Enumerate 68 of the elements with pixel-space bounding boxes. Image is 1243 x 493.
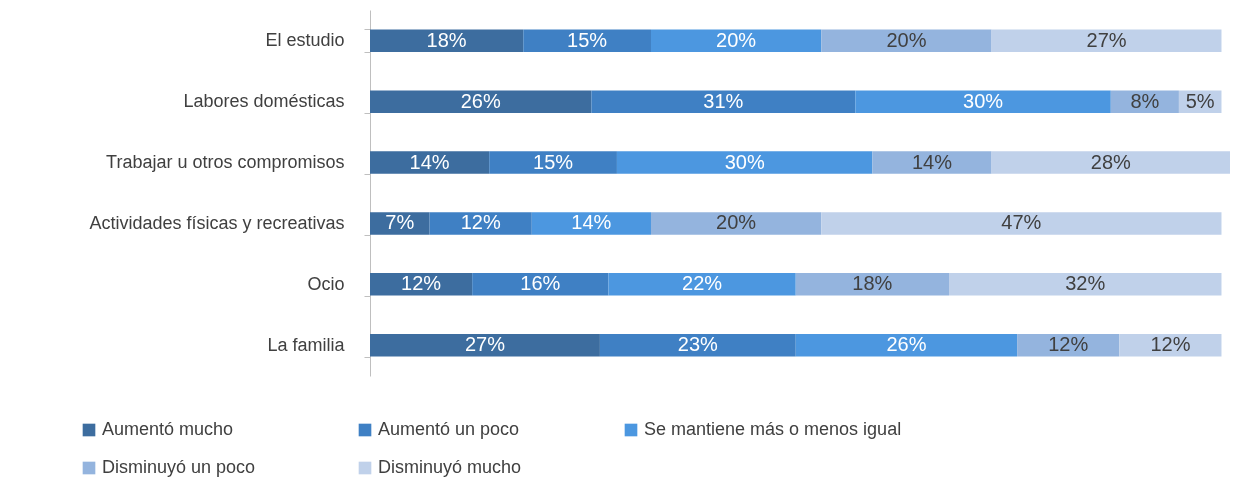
bar bbox=[991, 29, 1222, 53]
data-label: 14% bbox=[911, 150, 953, 173]
bar bbox=[599, 333, 796, 357]
data-label: 31% bbox=[703, 89, 744, 112]
data-label: 7% bbox=[385, 211, 415, 234]
data-label: 12% bbox=[460, 211, 501, 234]
bar bbox=[1119, 333, 1222, 357]
data-label: 23% bbox=[677, 333, 719, 356]
y-tick-label: Trabajar u otros compromisos bbox=[106, 152, 345, 173]
bar bbox=[821, 212, 1222, 235]
data-label: 26% bbox=[886, 333, 927, 356]
data-label: 20% bbox=[716, 211, 757, 234]
data-label: 14% bbox=[409, 150, 450, 173]
data-label: 12% bbox=[401, 272, 442, 295]
y-tick-label: La familia bbox=[267, 334, 346, 355]
bar bbox=[370, 29, 524, 53]
data-label: 18% bbox=[426, 28, 467, 51]
bar bbox=[821, 29, 992, 53]
y-tick-label: Labores domésticas bbox=[183, 91, 345, 112]
data-label: 27% bbox=[1086, 28, 1127, 51]
legend-label: Disminuyó mucho bbox=[378, 457, 522, 477]
bar bbox=[472, 273, 609, 296]
data-label: 27% bbox=[464, 333, 506, 356]
data-label: 32% bbox=[1065, 272, 1106, 295]
data-label: 15% bbox=[567, 28, 608, 51]
bar bbox=[949, 273, 1222, 296]
bar bbox=[1017, 333, 1120, 357]
y-tick-label: El estudio bbox=[265, 30, 345, 51]
bar bbox=[795, 333, 1018, 357]
bar bbox=[991, 151, 1230, 174]
bar bbox=[591, 90, 856, 113]
bar bbox=[795, 273, 950, 296]
legend-label: Disminuyó un poco bbox=[102, 457, 256, 477]
bar bbox=[616, 151, 873, 174]
data-label: 22% bbox=[682, 272, 723, 295]
legend-label: Se mantiene más o menos igual bbox=[644, 419, 902, 439]
data-label: 12% bbox=[1048, 333, 1089, 356]
bar bbox=[608, 273, 796, 296]
bar bbox=[370, 333, 600, 357]
data-label: 12% bbox=[1150, 333, 1191, 356]
y-tick-label: Ocio bbox=[307, 273, 345, 294]
bar bbox=[872, 151, 992, 174]
bar bbox=[650, 29, 822, 53]
bar bbox=[489, 151, 617, 174]
legend-label: Aumentó un poco bbox=[378, 419, 520, 439]
bar bbox=[370, 151, 490, 174]
data-label: 47% bbox=[1001, 211, 1042, 234]
data-label: 30% bbox=[963, 89, 1004, 112]
data-label: 20% bbox=[716, 28, 757, 51]
bar bbox=[855, 90, 1111, 113]
bar bbox=[370, 273, 473, 296]
data-label: 5% bbox=[1185, 89, 1215, 112]
data-label: 16% bbox=[520, 272, 561, 295]
data-label: 8% bbox=[1130, 89, 1160, 112]
data-label: 15% bbox=[533, 150, 574, 173]
data-label: 14% bbox=[571, 211, 612, 234]
legend-label: Aumentó mucho bbox=[102, 419, 234, 439]
bar bbox=[370, 90, 592, 113]
bar bbox=[531, 212, 651, 235]
y-tick-label: Actividades físicas y recreativas bbox=[89, 212, 345, 233]
data-label: 26% bbox=[460, 89, 501, 112]
bar bbox=[650, 212, 822, 235]
data-label: 28% bbox=[1090, 150, 1132, 173]
bar bbox=[523, 29, 651, 53]
data-label: 30% bbox=[724, 150, 765, 173]
data-label: 20% bbox=[886, 28, 927, 51]
data-label: 18% bbox=[852, 272, 893, 295]
bar bbox=[429, 212, 532, 235]
